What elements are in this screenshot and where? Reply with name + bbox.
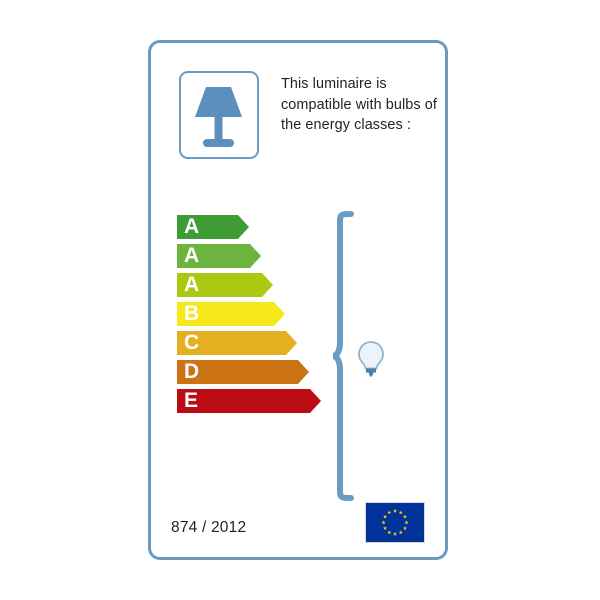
energy-class-label: B <box>184 302 200 325</box>
luminaire-pictogram-box <box>179 71 259 159</box>
curly-brace-icon <box>333 211 403 501</box>
header-text: This luminaire is compatible with bulbs … <box>281 74 447 136</box>
regulation-reference: 874 / 2012 <box>171 519 247 536</box>
energy-class-row[interactable]: B <box>177 302 327 326</box>
energy-class-label: A <box>184 273 200 296</box>
european-union-flag <box>365 502 425 543</box>
compatible-bulb-brace <box>333 211 403 501</box>
energy-class-label: A <box>184 215 200 238</box>
header-line-2: compatible with bulbs of <box>281 96 437 113</box>
table-lamp-icon <box>181 73 257 156</box>
energy-class-row[interactable]: E <box>177 389 327 413</box>
energy-class-label: C <box>184 331 200 354</box>
energy-class-row[interactable]: A <box>177 273 327 297</box>
light-bulb-icon <box>355 339 387 379</box>
header-line-1: This luminaire is <box>281 76 387 92</box>
energy-class-label: E <box>184 389 199 412</box>
energy-class-row[interactable]: A <box>177 215 327 239</box>
energy-label-frame: This luminaire is compatible with bulbs … <box>148 40 448 560</box>
energy-class-label: D <box>184 360 200 383</box>
energy-class-row[interactable]: C <box>177 331 327 355</box>
energy-class-row[interactable]: A <box>177 244 327 268</box>
energy-class-label: A <box>184 244 200 267</box>
header-line-3: the energy classes : <box>281 117 411 133</box>
energy-class-row[interactable]: D <box>177 360 327 384</box>
